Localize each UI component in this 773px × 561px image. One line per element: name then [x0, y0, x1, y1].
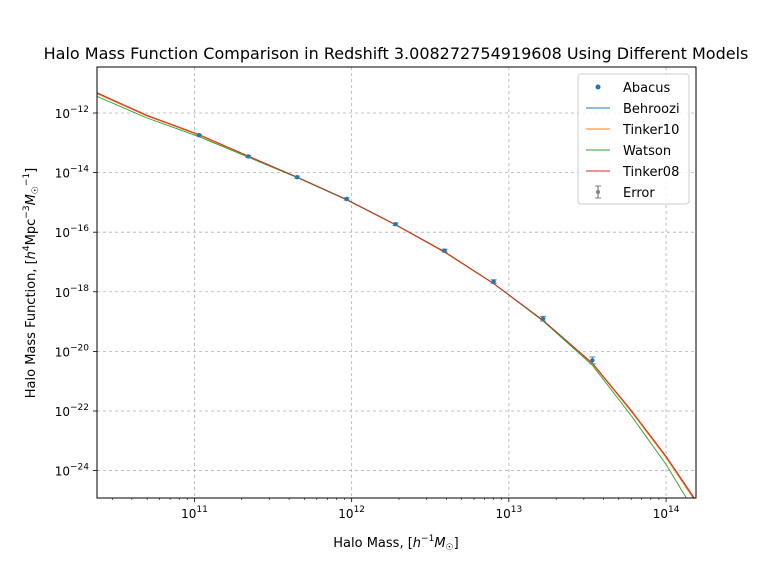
data-point-abacus	[344, 196, 349, 202]
x-tick-label: 1012	[338, 505, 365, 521]
x-axis-label: Halo Mass, [h−1M☉]	[333, 534, 458, 553]
data-point-abacus	[491, 279, 496, 284]
y-tick-label: 10−22	[55, 403, 89, 419]
legend-label-tinker08: Tinker08	[622, 165, 679, 180]
legend-label-tinker10: Tinker10	[622, 123, 679, 138]
plot-series	[97, 92, 695, 498]
y-tick-label: 10−24	[55, 463, 90, 479]
x-tick-label: 1013	[495, 505, 522, 521]
plot-frame	[96, 66, 697, 499]
x-tick-label: 1014	[653, 505, 680, 521]
axis-ticks: 1011 1012 1013 1014 10−12 10−14 10−16 10−18 10−2…	[55, 105, 680, 521]
data-point-abacus	[442, 248, 447, 253]
y-tick-label: 10−20	[55, 343, 90, 359]
data-point-abacus	[540, 316, 546, 321]
y-tick-label: 10−14	[55, 165, 90, 181]
data-point-abacus	[393, 222, 398, 227]
y-tick-label: 10−16	[55, 224, 90, 240]
data-point-abacus	[246, 154, 251, 159]
legend-marker-abacus	[595, 84, 601, 90]
y-axis-label: Halo Mass Function, [h4Mpc−3M☉−1]	[22, 168, 41, 398]
legend-label-abacus: Abacus	[623, 81, 670, 96]
data-point-abacus	[590, 358, 595, 363]
legend-label-watson: Watson	[623, 144, 671, 159]
data-point-abacus	[294, 175, 300, 180]
legend: Abacus Behroozi Tinker10 Watson Tinker08 Erro…	[577, 73, 690, 205]
chart-title: Halo Mass Function Comparison in Redshif…	[44, 44, 749, 63]
legend-label-behroozi: Behroozi	[623, 102, 680, 117]
x-tick-label: 1011	[181, 505, 208, 521]
series-line-tinker08	[97, 92, 695, 498]
data-point-abacus	[196, 132, 202, 138]
legend-label-error: Error	[623, 186, 655, 201]
y-tick-label: 10−12	[55, 105, 89, 121]
legend-dot	[596, 190, 600, 194]
y-tick-label: 10−18	[55, 284, 90, 300]
